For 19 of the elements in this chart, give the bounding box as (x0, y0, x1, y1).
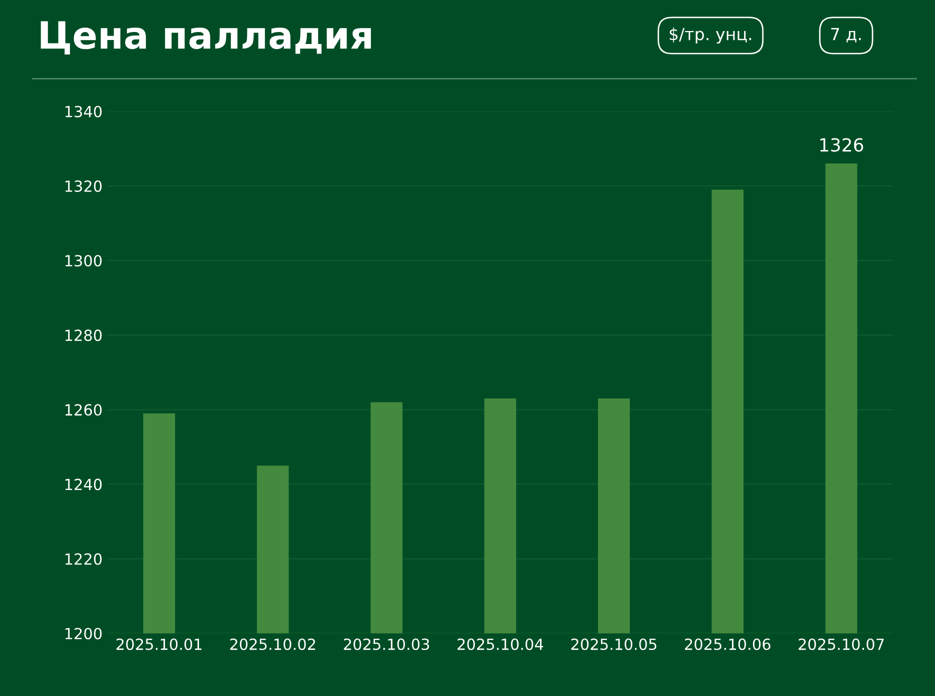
x-tick-label: 2025.10.07 (798, 638, 884, 650)
y-tick-label: 1240 (65, 478, 102, 490)
x-tick-label: 2025.10.01 (116, 638, 202, 650)
x-tick-label: 2025.10.02 (230, 638, 316, 650)
x-tick-label: 2025.10.04 (458, 638, 544, 650)
text: 7 д. (831, 28, 861, 42)
x-tick-label: 2025.10.03 (344, 638, 430, 650)
y-tick-label: 1220 (65, 553, 102, 565)
y-tick-label: 1320 (65, 180, 102, 192)
y-tick-label: 1340 (65, 106, 102, 118)
data-label: 1326 (820, 138, 864, 152)
y-tick-label: 1260 (65, 404, 102, 416)
chart-title: Цена палладия (40, 21, 371, 55)
y-tick-label: 1200 (65, 628, 102, 640)
y-tick-label: 1300 (65, 254, 102, 267)
x-tick-label: 2025.10.06 (684, 638, 770, 650)
y-tick-label: 1280 (65, 330, 102, 342)
x-tick-label: 2025.10.05 (571, 638, 656, 650)
text: $/тр. унц. (670, 27, 752, 44)
